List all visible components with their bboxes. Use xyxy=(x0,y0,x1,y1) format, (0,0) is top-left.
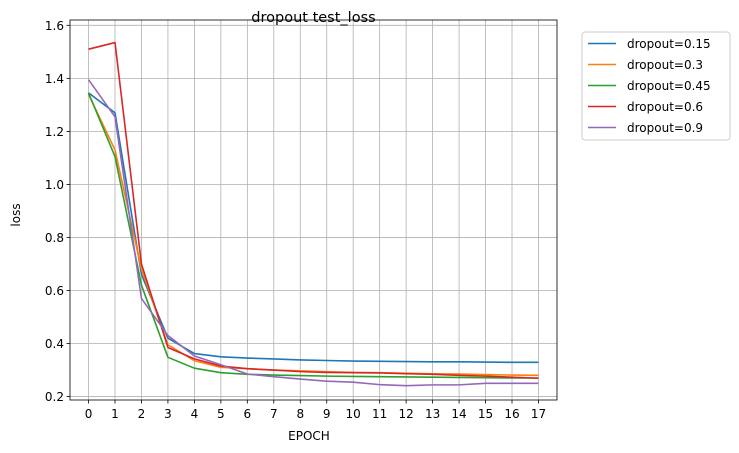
y-tick-label: 0.2 xyxy=(45,390,64,404)
y-tick-label: 1.6 xyxy=(45,19,64,33)
x-tick-label: 11 xyxy=(372,407,387,421)
x-tick-label: 6 xyxy=(244,407,252,421)
series-line-3 xyxy=(88,41,539,380)
x-tick-label: 10 xyxy=(346,407,361,421)
y-axis-ticks: 0.2 0.4 0.6 0.8 1.0 1.2 1.4 1.6 xyxy=(45,19,70,404)
legend-label: dropout=0.3 xyxy=(627,58,703,72)
legend-label: dropout=0.9 xyxy=(627,121,703,135)
x-tick-label: 14 xyxy=(451,407,466,421)
plot-area-frame xyxy=(69,19,558,401)
series-line-2 xyxy=(87,92,539,379)
x-tick-label: 8 xyxy=(296,407,304,421)
y-tick-label: 1.2 xyxy=(45,125,64,139)
legend-label: dropout=0.15 xyxy=(627,37,711,51)
series-lines xyxy=(87,41,539,387)
series-line-0 xyxy=(88,92,539,364)
x-tick-label: 0 xyxy=(85,407,93,421)
x-tick-label: 5 xyxy=(217,407,225,421)
x-axis-label: EPOCH xyxy=(288,429,330,443)
series-line-1 xyxy=(87,93,539,377)
legend-label: dropout=0.45 xyxy=(627,79,711,93)
legend: dropout=0.15 dropout=0.3 dropout=0.45 dropo… xyxy=(581,31,731,141)
series-line-4 xyxy=(87,79,539,387)
x-tick-label: 12 xyxy=(398,407,413,421)
legend-entries: dropout=0.15 dropout=0.3 dropout=0.45 dropo… xyxy=(588,37,711,135)
y-tick-label: 0.8 xyxy=(45,231,64,245)
x-axis-ticks: 0 1 2 3 4 5 6 7 8 9 10 11 12 13 14 15 16 17 xyxy=(85,400,546,421)
x-tick-label: 15 xyxy=(478,407,493,421)
x-tick-label: 2 xyxy=(138,407,146,421)
x-tick-label: 7 xyxy=(270,407,278,421)
x-tick-label: 4 xyxy=(191,407,199,421)
x-tick-label: 16 xyxy=(504,407,519,421)
legend-frame xyxy=(581,31,731,141)
y-tick-label: 1.4 xyxy=(45,72,64,86)
x-tick-label: 17 xyxy=(531,407,546,421)
x-tick-label: 3 xyxy=(164,407,172,421)
grid-lines xyxy=(70,20,557,400)
y-axis-label: loss xyxy=(9,203,23,226)
y-tick-label: 0.4 xyxy=(45,337,64,351)
legend-label: dropout=0.6 xyxy=(627,100,703,114)
y-tick-label: 1.0 xyxy=(45,178,64,192)
y-tick-label: 0.6 xyxy=(45,284,64,298)
x-tick-label: 1 xyxy=(111,407,119,421)
x-tick-label: 13 xyxy=(425,407,440,421)
chart-title: dropout test_loss xyxy=(251,10,375,26)
x-tick-label: 9 xyxy=(323,407,331,421)
